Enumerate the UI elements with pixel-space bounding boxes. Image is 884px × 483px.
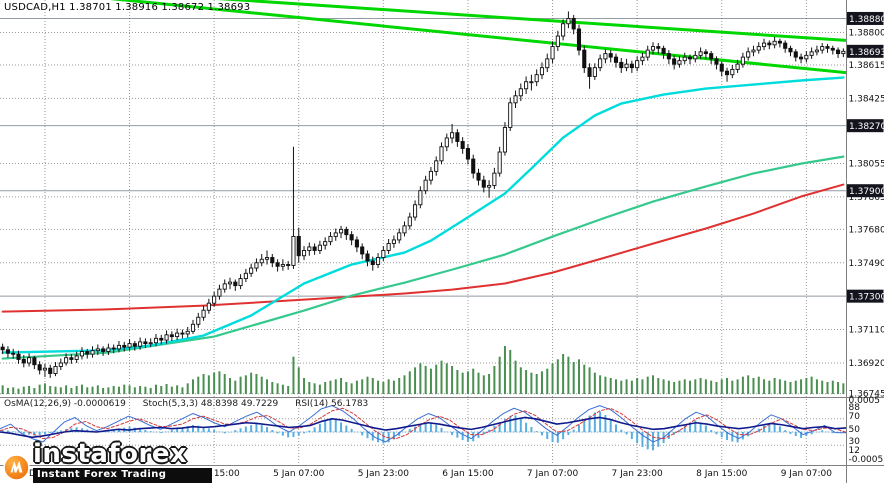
svg-text:8 Jan 15:00: 8 Jan 15:00 <box>696 469 748 479</box>
trendlines-layer <box>109 0 846 75</box>
svg-text:1.38270: 1.38270 <box>849 122 884 132</box>
price-levels-layer <box>0 17 846 297</box>
svg-text:9 Jan 07:00: 9 Jan 07:00 <box>781 469 833 479</box>
instaforex-watermark: instaforex Instant Forex Trading <box>3 439 213 483</box>
svg-text:12: 12 <box>849 446 860 456</box>
rsi-label: RSI(14) 56.1783 <box>295 399 369 409</box>
svg-text:50: 50 <box>849 425 861 435</box>
price-axis[interactable]: 1.38800 1.38615 1.38425 1.38055 1.37865 1.376… <box>847 11 884 465</box>
candles-layer <box>0 11 846 378</box>
svg-text:6 Jan 15:00: 6 Jan 15:00 <box>442 469 494 479</box>
stoch-label: Stoch(5,3,3) 48.8398 49.7229 <box>142 399 279 409</box>
svg-text:30: 30 <box>849 437 861 447</box>
svg-text:7 Jan 23:00: 7 Jan 23:00 <box>612 469 664 479</box>
svg-text:1.37300: 1.37300 <box>849 293 884 303</box>
svg-text:88: 88 <box>849 403 861 413</box>
svg-text:-0.0005: -0.0005 <box>849 455 884 465</box>
svg-text:1.38880: 1.38880 <box>849 15 884 25</box>
svg-text:70: 70 <box>849 412 861 422</box>
svg-text:1.36745: 1.36745 <box>849 390 884 400</box>
watermark-tagline: Instant Forex Trading <box>33 468 213 483</box>
svg-text:2 Jan 15:00: 2 Jan 15:00 <box>189 469 241 479</box>
svg-text:1.38800: 1.38800 <box>849 29 884 39</box>
svg-text:1.37865: 1.37865 <box>849 193 884 203</box>
svg-text:1.38615: 1.38615 <box>849 61 884 71</box>
indicator-labels: OsMA(12,26,9) -0.0000619 Stoch(5,3,3) 48… <box>4 399 382 409</box>
volume-layer <box>1 346 845 394</box>
svg-text:1.37680: 1.37680 <box>849 225 884 235</box>
svg-text:1.38693: 1.38693 <box>849 48 884 58</box>
instaforex-logo-icon <box>3 454 30 481</box>
ohlc-header: USDCAD,H1 1.38701 1.38916 1.38672 1.3869… <box>4 2 251 13</box>
svg-text:0.0005: 0.0005 <box>849 396 881 406</box>
svg-text:7 Jan 07:00: 7 Jan 07:00 <box>527 469 579 479</box>
svg-text:1.37110: 1.37110 <box>849 326 884 336</box>
osma-label: OsMA(12,26,9) -0.0000619 <box>4 399 126 409</box>
svg-text:1.37900: 1.37900 <box>849 187 884 197</box>
watermark-brand: instaforex <box>33 439 188 469</box>
svg-text:1.36920: 1.36920 <box>849 359 884 369</box>
svg-text:1.38425: 1.38425 <box>849 94 884 104</box>
svg-text:5 Jan 23:00: 5 Jan 23:00 <box>358 469 410 479</box>
moving-averages-layer <box>1 76 845 360</box>
svg-text:5 Jan 07:00: 5 Jan 07:00 <box>273 469 325 479</box>
svg-text:1.37490: 1.37490 <box>849 259 884 269</box>
indicator-pane-layer <box>0 405 846 451</box>
svg-text:1.38055: 1.38055 <box>849 159 884 169</box>
